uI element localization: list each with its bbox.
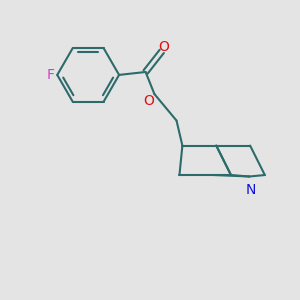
Text: O: O bbox=[158, 40, 169, 54]
Text: F: F bbox=[47, 68, 55, 82]
Text: N: N bbox=[246, 183, 256, 197]
Text: O: O bbox=[143, 94, 154, 108]
